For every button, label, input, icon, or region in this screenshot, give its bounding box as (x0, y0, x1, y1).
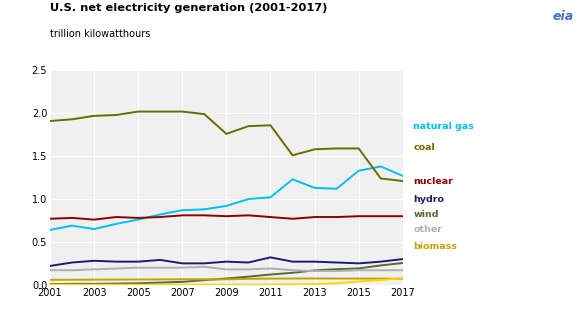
Text: natural gas: natural gas (413, 122, 475, 131)
Text: hydro: hydro (413, 195, 445, 204)
Text: trillion kilowatthours: trillion kilowatthours (50, 29, 151, 39)
Text: eia: eia (552, 10, 573, 23)
Text: nuclear: nuclear (413, 177, 453, 186)
Text: coal: coal (413, 143, 435, 152)
Text: biomass: biomass (413, 242, 457, 251)
Text: wind: wind (413, 210, 439, 219)
Text: other: other (413, 225, 442, 234)
Text: U.S. net electricity generation (2001-2017): U.S. net electricity generation (2001-20… (50, 3, 328, 13)
